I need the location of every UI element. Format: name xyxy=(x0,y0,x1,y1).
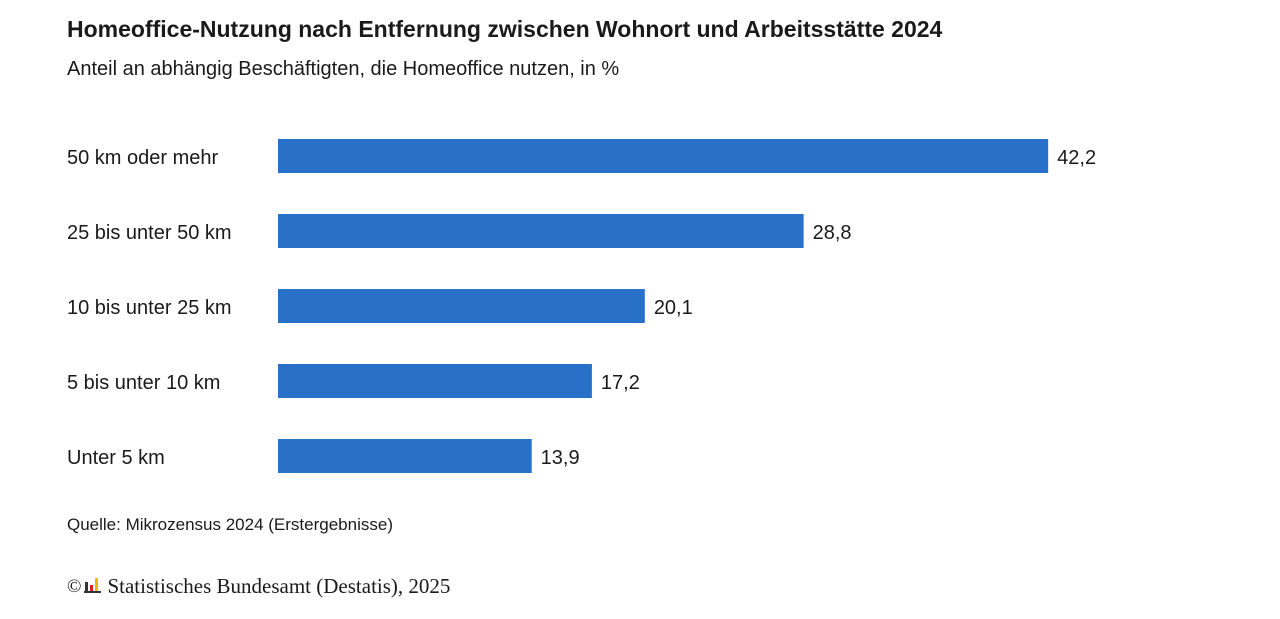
value-label: 42,2 xyxy=(1057,147,1096,169)
bar xyxy=(278,364,592,398)
logo-bar-gold xyxy=(95,578,99,591)
value-label: 13,9 xyxy=(541,447,580,469)
category-label: 25 bis unter 50 km xyxy=(67,222,232,244)
bar-chart: 50 km oder mehr 42,2 25 bis unter 50 km 28,… xyxy=(67,139,1096,473)
category-label: 10 bis unter 25 km xyxy=(67,297,232,319)
bar xyxy=(278,214,804,248)
chart-subtitle: Anteil an abhängig Beschäftigten, die Ho… xyxy=(67,58,620,80)
category-label: 50 km oder mehr xyxy=(67,147,219,169)
value-label: 17,2 xyxy=(601,372,640,394)
copyright-symbol: © xyxy=(67,575,82,597)
bar xyxy=(278,439,532,473)
copyright-line: © Statistisches Bundesamt (Destatis), 20… xyxy=(67,574,450,599)
logo-bar-red xyxy=(90,585,94,591)
publisher-name: Statistisches Bundesamt (Destatis), 2025 xyxy=(107,574,451,598)
category-label: 5 bis unter 10 km xyxy=(67,372,220,394)
logo-baseline xyxy=(84,591,102,593)
source-note: Quelle: Mikrozensus 2024 (Erstergebnisse… xyxy=(67,515,393,534)
bar xyxy=(278,289,645,323)
destatis-logo-icon xyxy=(84,574,102,599)
category-label: Unter 5 km xyxy=(67,447,165,469)
value-label: 28,8 xyxy=(813,222,852,244)
bar xyxy=(278,139,1049,173)
logo-bar-dark xyxy=(85,582,89,591)
chart-title: Homeoffice-Nutzung nach Entfernung zwisc… xyxy=(67,16,943,42)
value-label: 20,1 xyxy=(654,297,693,319)
